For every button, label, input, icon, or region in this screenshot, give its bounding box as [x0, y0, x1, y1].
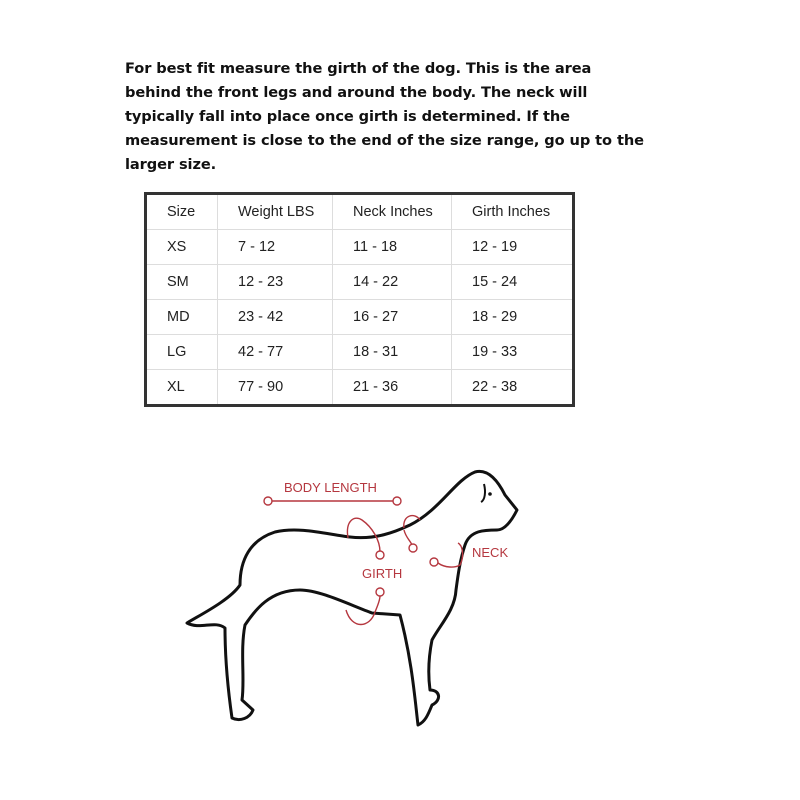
table-cell: 18 - 31	[332, 334, 452, 370]
table-cell: XL	[145, 369, 218, 406]
neck-label: NECK	[472, 545, 508, 560]
table-row: XS 7 - 12 11 - 18 12 - 19	[145, 229, 574, 265]
table-cell: 12 - 23	[217, 264, 333, 300]
table-row: LG 42 - 77 18 - 31 19 - 33	[145, 334, 574, 370]
table-cell: MD	[145, 299, 218, 335]
table-cell: 77 - 90	[217, 369, 333, 406]
table-cell: 11 - 18	[332, 229, 452, 265]
table-cell: 23 - 42	[217, 299, 333, 335]
table-row: SM 12 - 23 14 - 22 15 - 24	[145, 264, 574, 300]
table-cell: 15 - 24	[451, 264, 574, 300]
fit-instructions: For best fit measure the girth of the do…	[125, 60, 644, 173]
table-row: XL 77 - 90 21 - 36 22 - 38	[145, 369, 574, 406]
table-cell: SM	[145, 264, 218, 300]
body-length-label: BODY LENGTH	[284, 480, 377, 495]
column-header: Neck Inches	[332, 193, 452, 230]
table-cell: 22 - 38	[451, 369, 574, 406]
girth-label: GIRTH	[362, 566, 402, 581]
dog-outline	[185, 469, 519, 727]
measurement-markers	[263, 496, 464, 626]
table-cell: 12 - 19	[451, 229, 574, 265]
table-cell: 16 - 27	[332, 299, 452, 335]
table-cell: 19 - 33	[451, 334, 574, 370]
size-chart-table: Size Weight LBS Neck Inches Girth Inches XS 7…	[144, 192, 575, 407]
table-cell: XS	[145, 229, 218, 265]
table-row: MD 23 - 42 16 - 27 18 - 29	[145, 299, 574, 335]
column-header: Girth Inches	[451, 193, 574, 230]
table-header-row: Size Weight LBS Neck Inches Girth Inches	[145, 193, 574, 230]
table-cell: 7 - 12	[217, 229, 333, 265]
dog-eye	[488, 492, 492, 496]
